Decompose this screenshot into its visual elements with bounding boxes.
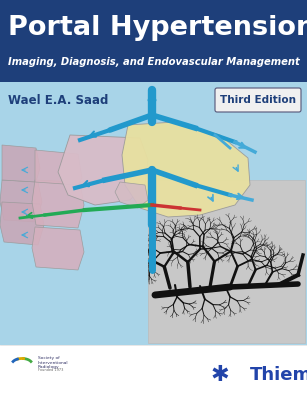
Polygon shape (35, 150, 82, 185)
Polygon shape (32, 227, 84, 270)
Bar (0, 82, 307, 345)
Text: Founded 1973: Founded 1973 (38, 368, 63, 372)
Polygon shape (0, 180, 42, 222)
Polygon shape (58, 135, 148, 205)
Polygon shape (32, 180, 84, 228)
Text: Imaging, Diagnosis, and Endovascular Management: Imaging, Diagnosis, and Endovascular Man… (8, 57, 300, 67)
Polygon shape (122, 122, 250, 217)
Text: Third Edition: Third Edition (220, 95, 296, 105)
Bar (0, 345, 307, 400)
Bar (0, 0, 307, 82)
FancyBboxPatch shape (215, 88, 301, 112)
Polygon shape (0, 202, 44, 245)
Text: Portal Hypertension: Portal Hypertension (8, 15, 307, 41)
Text: Wael E.A. Saad: Wael E.A. Saad (8, 94, 108, 106)
Polygon shape (2, 145, 40, 182)
Bar (148, 180, 305, 343)
Text: Society of
Interventional
Radiology: Society of Interventional Radiology (38, 356, 69, 369)
Polygon shape (115, 182, 148, 208)
Text: ✱: ✱ (211, 365, 229, 385)
Text: Thieme: Thieme (250, 366, 307, 384)
